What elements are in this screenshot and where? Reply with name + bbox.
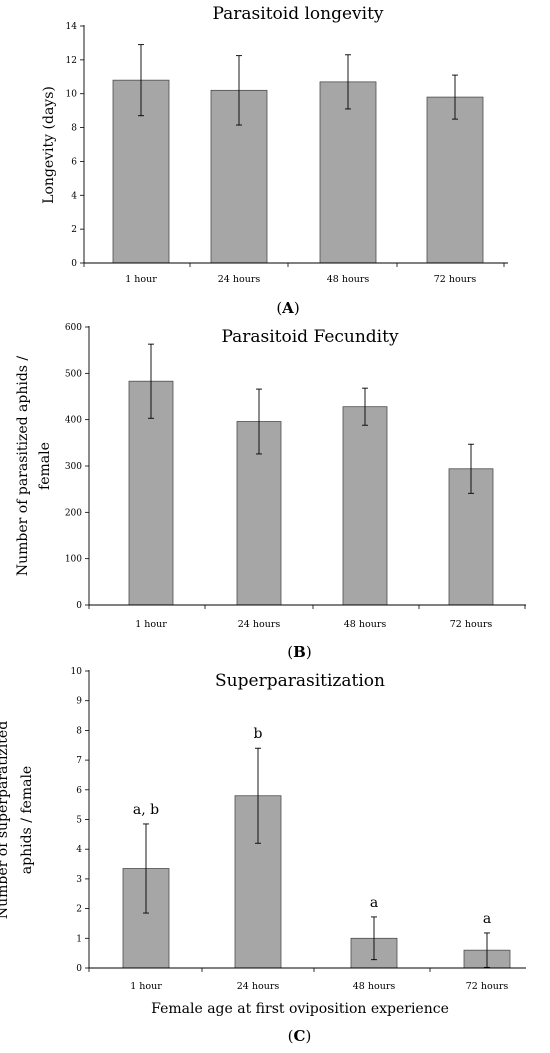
y-tick-label: 400 [65,416,82,426]
panel-label: (C) [288,1027,312,1045]
y-tick-label: 5 [76,816,82,826]
panel-label-close: ) [294,299,300,317]
x-tick-label: 48 hours [327,274,370,285]
x-tick-label: 24 hours [238,619,281,630]
significance-label: a [370,895,378,911]
y-tick-label: 600 [65,323,82,333]
chart-title: Parasitoid longevity [212,4,383,24]
x-tick-label: 1 hour [125,274,157,285]
y-tick-label: 3 [76,875,82,885]
chart-title: Parasitoid Fecundity [221,327,399,347]
y-tick-label: 10 [66,90,78,100]
bar [343,407,387,605]
y-tick-label: 9 [76,697,82,707]
y-tick-label: 0 [76,964,82,974]
x-tick-label: 1 hour [130,981,162,992]
chart-panel-c: 1 hour a, b 24 hours b 48 hours a 72 hours a 0 1 2… [0,667,526,1045]
y-tick-label: 4 [76,845,82,855]
y-axis-label: Number of parasitized aphids / [15,356,31,577]
panel-label-letter: C [294,1027,306,1045]
significance-label: b [254,726,263,742]
x-tick-label: 24 hours [237,981,280,992]
x-tick-label: 24 hours [218,274,261,285]
bar [427,97,483,263]
y-tick-label: 6 [76,786,82,796]
y-tick-label: 2 [71,225,77,235]
panel-label-letter: A [281,299,294,317]
y-tick-label: 300 [65,462,82,472]
panel-label: (A) [276,299,299,317]
x-tick-label: 48 hours [344,619,387,630]
y-tick-label: 1 [76,934,82,944]
y-tick-label: 500 [65,369,82,379]
x-tick-label: 48 hours [353,981,396,992]
y-tick-label: 2 [76,905,82,915]
panel-label-close: ) [306,643,312,661]
y-tick-label: 12 [66,56,77,66]
y-tick-label: 8 [76,726,82,736]
chart-title: Superparasitization [215,671,385,691]
y-tick-label: 200 [65,508,82,518]
y-tick-label: 100 [65,555,82,565]
y-tick-label: 7 [76,756,82,766]
y-tick-label: 6 [71,157,77,167]
y-axis-label: Longevity (days) [41,86,57,204]
x-tick-label: 72 hours [466,981,509,992]
significance-label: a [483,911,491,927]
panel-label-close: ) [305,1027,311,1045]
panel-label: (B) [287,643,311,661]
y-tick-label: 10 [71,667,83,677]
y-tick-label: 0 [76,601,82,611]
x-tick-label: 72 hours [434,274,477,285]
y-axis-label: aphids / female [19,766,35,874]
x-tick-label: 72 hours [450,619,493,630]
chart-panel-a: 1 hour 24 hours 48 hours 72 hours 0 2 4 6 8 10 12 1… [41,4,508,317]
y-axis-label: Number of superparatizited [0,721,11,919]
y-tick-label: 8 [71,124,77,134]
y-axis-label: female [37,442,53,490]
x-tick-label: 1 hour [135,619,167,630]
significance-label: a, b [133,802,159,818]
x-axis-label: Female age at first oviposition experien… [151,1001,449,1017]
y-tick-label: 0 [71,259,77,269]
y-tick-label: 4 [71,191,77,201]
y-tick-label: 14 [66,22,78,32]
panel-label-letter: B [293,643,306,661]
chart-panel-b: 1 hour 24 hours 48 hours 72 hours 0 100 200 300… [15,323,526,661]
